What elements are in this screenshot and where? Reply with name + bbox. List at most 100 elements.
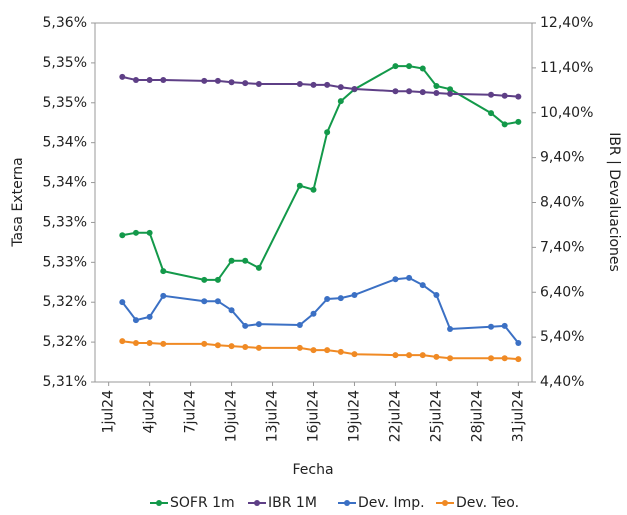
y-tick-label: 5,33% (43, 254, 87, 270)
y2-tick-label: 8,40% (540, 195, 584, 211)
data-point (324, 295, 331, 302)
y-tick-label: 5,31% (43, 374, 87, 390)
y-tick-label: 5,32% (43, 294, 87, 310)
data-point (501, 355, 508, 362)
data-point (228, 343, 235, 350)
y-tick-label: 5,34% (43, 175, 87, 191)
data-point (119, 73, 126, 80)
data-point (119, 232, 126, 239)
data-point (433, 83, 440, 90)
series-line (122, 75, 519, 98)
data-point (296, 344, 303, 351)
data-point (392, 276, 399, 283)
data-point (242, 343, 249, 350)
y-tick-label: 5,35% (43, 55, 87, 71)
y-tick-label: 5,34% (43, 135, 87, 151)
data-point (406, 88, 413, 95)
y-tick-label: 5,33% (43, 214, 87, 230)
data-point (242, 322, 249, 329)
data-point (337, 98, 344, 105)
data-point (324, 347, 331, 354)
data-point (228, 257, 235, 264)
y2-tick-label: 4,40% (540, 374, 584, 390)
legend-marker (442, 500, 448, 506)
data-point (515, 339, 522, 346)
data-point (310, 347, 317, 354)
legend-label: Dev. Teo. (456, 495, 519, 511)
data-point (501, 322, 508, 329)
y-axis-title: Tasa Externa (10, 157, 26, 247)
y-tick-label: 5,36% (43, 15, 87, 31)
data-point (419, 282, 426, 289)
x-tick-label: 25jul24 (428, 390, 444, 442)
data-point (228, 79, 235, 86)
data-point (160, 268, 167, 275)
data-point (419, 89, 426, 96)
data-point (488, 355, 495, 362)
series-line (122, 340, 519, 361)
data-point (501, 121, 508, 128)
data-point (501, 92, 508, 99)
data-point (160, 292, 167, 299)
data-point (488, 110, 495, 117)
data-point (214, 77, 221, 84)
data-point (201, 298, 208, 305)
x-tick-label: 31jul24 (510, 390, 526, 442)
data-point (515, 93, 522, 100)
data-point (324, 129, 331, 136)
series-line (121, 276, 520, 344)
data-point (201, 340, 208, 347)
data-point (146, 229, 153, 236)
data-point (242, 80, 249, 87)
data-point (132, 229, 139, 236)
data-point (214, 276, 221, 283)
x-tick-label: 16jul24 (306, 390, 322, 442)
data-point (146, 76, 153, 83)
x-tick-label: 28jul24 (469, 390, 485, 442)
data-point (515, 356, 522, 363)
y2-tick-label: 12,40% (540, 15, 593, 31)
data-point (214, 342, 221, 349)
y2-tick-label: 11,40% (540, 60, 593, 76)
data-point (242, 257, 249, 264)
data-point (296, 322, 303, 329)
y-tick-label: 5,35% (43, 95, 87, 111)
data-point (310, 81, 317, 88)
data-point (201, 276, 208, 283)
data-point (160, 340, 167, 347)
data-point (406, 274, 413, 281)
y-tick-label: 5,32% (43, 334, 87, 350)
data-point (119, 299, 126, 306)
data-point (406, 352, 413, 359)
data-point (447, 90, 454, 97)
y2-tick-label: 9,40% (540, 150, 584, 166)
data-point (132, 339, 139, 346)
data-point (255, 264, 262, 271)
y2-tick-label: 10,40% (540, 105, 593, 121)
data-point (392, 352, 399, 359)
data-point (337, 295, 344, 302)
data-point (146, 339, 153, 346)
y2-tick-label: 6,40% (540, 284, 584, 300)
legend-label: Dev. Imp. (358, 495, 425, 511)
data-point (488, 323, 495, 330)
data-point (296, 182, 303, 189)
data-point (119, 338, 126, 345)
x-tick-label: 4jul24 (142, 390, 158, 433)
data-point (132, 76, 139, 83)
x-tick-label: 22jul24 (387, 390, 403, 442)
data-point (146, 313, 153, 320)
x-tick-label: 19jul24 (346, 390, 362, 442)
data-point (132, 317, 139, 324)
data-point (337, 84, 344, 91)
data-point (392, 88, 399, 95)
legend-label: IBR 1M (268, 495, 317, 511)
data-point (324, 81, 331, 88)
data-point (201, 77, 208, 84)
y2-axis-title: IBR | Devaluaciones (606, 132, 622, 272)
data-point (433, 90, 440, 97)
x-tick-label: 13jul24 (265, 390, 281, 442)
data-point (337, 348, 344, 355)
series-line (122, 65, 519, 281)
